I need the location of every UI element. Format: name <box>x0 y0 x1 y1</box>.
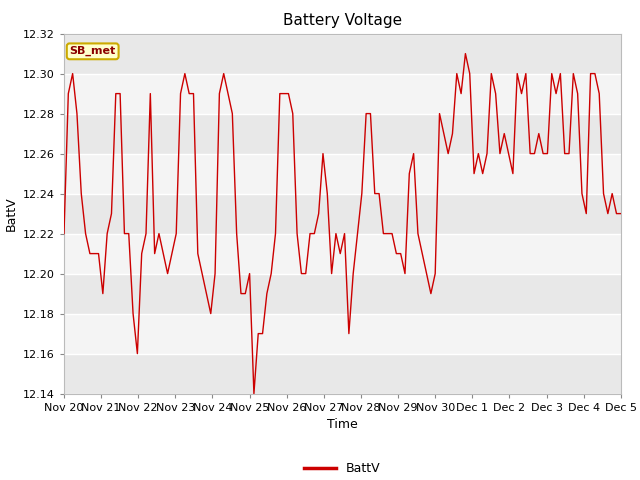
Bar <box>64 114 621 154</box>
X-axis label: Time: Time <box>327 418 358 431</box>
Title: Battery Voltage: Battery Voltage <box>283 13 402 28</box>
Bar <box>64 234 621 274</box>
Bar <box>64 73 621 114</box>
Bar <box>64 34 621 73</box>
Bar <box>64 313 621 354</box>
Legend: BattV: BattV <box>300 457 385 480</box>
Bar <box>64 274 621 313</box>
Bar <box>64 193 621 234</box>
Bar <box>64 154 621 193</box>
Text: SB_met: SB_met <box>70 46 116 57</box>
Y-axis label: BattV: BattV <box>4 196 17 231</box>
Bar <box>64 354 621 394</box>
